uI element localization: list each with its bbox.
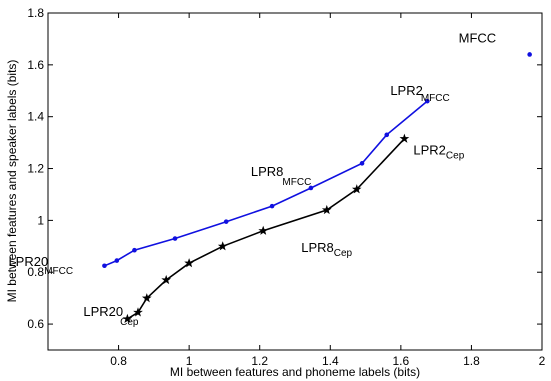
y-tick-label: 0.8 — [27, 265, 44, 279]
annotation-main: LPR8 — [301, 240, 334, 255]
data-point — [258, 225, 269, 235]
x-tick-label: 1.8 — [463, 354, 480, 368]
annotation-label: LPR2 MFCC — [390, 83, 449, 104]
annotation-subscript: Cep — [446, 151, 465, 162]
x-tick-label: 1 — [186, 354, 193, 368]
x-tick-label: 2 — [539, 354, 546, 368]
plot-frame — [47, 12, 543, 351]
annotation-main: LPR2 — [390, 83, 423, 98]
data-point — [217, 241, 228, 251]
annotation-label: LPR8Cep — [301, 240, 352, 259]
data-point — [384, 132, 390, 138]
series-line-1 — [126, 138, 405, 320]
data-point — [308, 185, 314, 191]
annotation-subscript: Cep — [120, 317, 139, 328]
annotation-subscript: MFCC — [421, 93, 450, 104]
data-point — [184, 258, 194, 268]
data-point — [321, 204, 332, 215]
series-line-0 — [104, 100, 428, 267]
data-point — [114, 258, 120, 263]
data-point — [122, 313, 133, 324]
annotation-label: LPR20 Cep — [83, 304, 139, 328]
x-axis-label: MI between features and phoneme labels (… — [170, 365, 420, 379]
data-point — [399, 133, 410, 143]
annotation-main: LPR8 — [251, 164, 284, 179]
y-tick-label: 0.6 — [27, 317, 44, 331]
x-tick-label: 1.4 — [322, 354, 339, 368]
ticks: 0.8 1 1.2 1.4 1.6 1.8 2 0.6 0.8 1 1.2 1.4 1.6 1.8 — [27, 6, 545, 368]
annotation-subscript: MFCC — [282, 177, 311, 188]
y-tick-label: 1.2 — [27, 162, 44, 176]
data-point — [527, 52, 532, 57]
data-point — [172, 236, 178, 241]
annotation-label: MFCC — [459, 30, 497, 45]
series-lines — [104, 100, 428, 320]
series-markers — [102, 52, 532, 324]
y-tick-label: 1.4 — [27, 110, 44, 124]
x-tick-label: 1.6 — [393, 354, 410, 368]
plot-area — [47, 12, 543, 351]
y-tick-label: 1 — [37, 213, 44, 227]
data-point — [359, 161, 365, 166]
x-tick-label: 0.8 — [110, 354, 127, 368]
annotation-label: LPR8MFCC — [251, 164, 311, 188]
annotation-label: LPR20 MFCC — [8, 254, 73, 277]
annotation-label: LPR2Cep — [413, 143, 464, 162]
x-tick-label: 1.2 — [251, 354, 268, 368]
y-axis-label: MI between features and speaker labels (… — [5, 60, 19, 303]
annotation-subscript: Cep — [334, 248, 353, 259]
data-point — [351, 184, 362, 194]
annotation-main: LPR2 — [413, 143, 446, 158]
data-point — [425, 98, 430, 104]
data-point — [161, 274, 172, 285]
data-point — [223, 219, 229, 224]
data-point — [133, 307, 143, 317]
data-point — [269, 203, 275, 209]
annotation-main: LPR20 — [83, 304, 123, 319]
y-tick-label: 1.8 — [27, 6, 44, 20]
annotation-main: MFCC — [459, 30, 497, 45]
annotation-main: LPR20 — [8, 254, 48, 269]
annotation-subscript: MFCC — [44, 266, 73, 277]
y-tick-label: 1.6 — [27, 58, 44, 72]
data-point — [132, 247, 137, 253]
data-point — [102, 263, 107, 269]
data-point — [141, 293, 152, 303]
